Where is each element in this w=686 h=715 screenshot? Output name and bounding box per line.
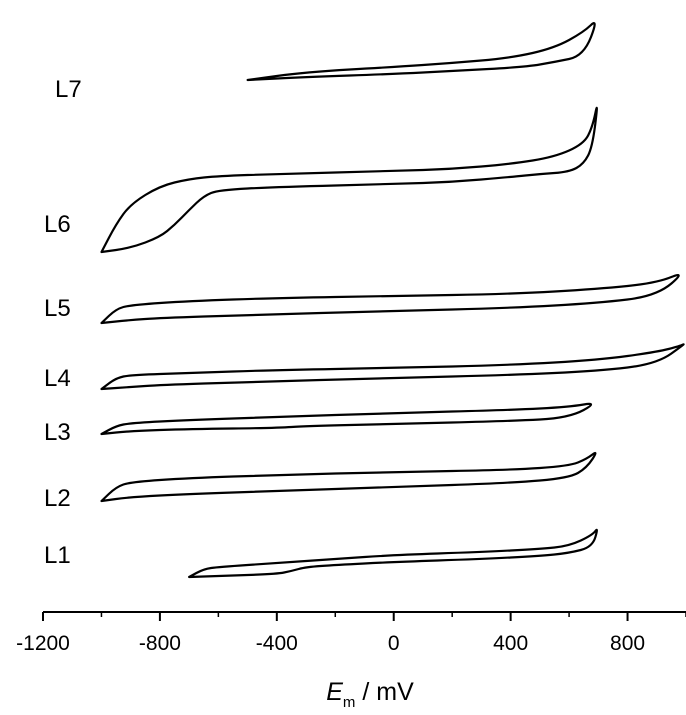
series-label-l4: L4 [44,365,71,392]
x-axis-title: Em / mV [326,678,414,711]
curve-l4 [100,343,685,391]
x-tick-label: -800 [139,632,181,655]
x-axis-ticks: -1200 -800 -400 0 400 800 [16,612,686,655]
x-tick-label: -400 [256,632,298,655]
curve-l5 [100,274,680,325]
series-label-l5: L5 [44,295,71,322]
curve-l1 [188,528,598,579]
x-axis-title-symbol: E [326,678,343,706]
curves-group [100,22,685,579]
series-label-l7: L7 [55,76,82,103]
curve-l2 [100,451,597,503]
x-tick-label: 400 [493,632,528,655]
series-label-l2: L2 [44,485,71,512]
x-axis-title-unit: / mV [355,678,414,706]
x-tick-label: 0 [388,632,400,655]
curve-l3 [100,402,593,436]
series-label-l3: L3 [44,419,71,446]
x-axis-title-subscript: m [343,694,356,711]
x-tick-label: 800 [610,632,645,655]
series-labels-group: L7 L6 L5 L4 L3 L2 L1 [44,76,82,569]
x-tick-label: -1200 [16,632,70,655]
series-label-l1: L1 [44,542,71,569]
curve-l6 [100,106,598,254]
curve-l7 [246,22,596,82]
series-label-l6: L6 [44,211,71,238]
